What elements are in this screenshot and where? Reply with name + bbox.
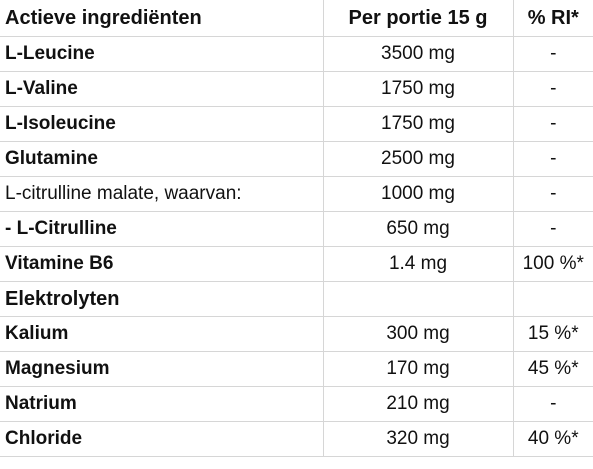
ingredient-name: Kalium — [0, 316, 324, 352]
amount-per-serving: 1750 mg — [322, 71, 514, 107]
amount-per-serving: 210 mg — [322, 386, 514, 422]
amount-per-serving — [322, 281, 514, 317]
reference-intake-percent: 45 %* — [512, 351, 593, 387]
ingredient-name: Vitamine B6 — [0, 246, 324, 282]
amount-per-serving: 1750 mg — [322, 106, 514, 142]
amount-per-serving: 650 mg — [322, 211, 514, 247]
reference-intake-percent: - — [512, 211, 593, 247]
ingredient-name: Natrium — [0, 386, 324, 422]
header-per-serving: Per portie 15 g — [322, 0, 514, 37]
section-title: Elektrolyten — [0, 281, 324, 317]
table-row: Kalium 300 mg 15 %* — [0, 316, 593, 352]
header-active-ingredients: Actieve ingrediënten — [0, 0, 324, 37]
table-row: Magnesium 170 mg 45 %* — [0, 351, 593, 387]
ingredient-name: L-Leucine — [0, 36, 324, 72]
table-row: L-Valine 1750 mg - — [0, 71, 593, 107]
reference-intake-percent: - — [512, 71, 593, 107]
table-row: Vitamine B6 1.4 mg 100 %* — [0, 246, 593, 282]
ingredient-name: Magnesium — [0, 351, 324, 387]
section-row: Elektrolyten — [0, 281, 593, 317]
amount-per-serving: 3500 mg — [322, 36, 514, 72]
ingredient-name: Glutamine — [0, 141, 324, 177]
reference-intake-percent: - — [512, 386, 593, 422]
header-row: Actieve ingrediënten Per portie 15 g % R… — [0, 0, 593, 37]
reference-intake-percent: - — [512, 36, 593, 72]
table-row: L-citrulline malate, waarvan: 1000 mg - — [0, 176, 593, 212]
table-row: Chloride 320 mg 40 %* — [0, 421, 593, 457]
table-body: L-Leucine 3500 mg - L-Valine 1750 mg - L-Isole… — [0, 36, 593, 457]
amount-per-serving: 2500 mg — [322, 141, 514, 177]
ingredient-name: Chloride — [0, 421, 324, 457]
ingredients-table: Actieve ingrediënten Per portie 15 g % R… — [0, 0, 593, 457]
reference-intake-percent: 15 %* — [512, 316, 593, 352]
table-row: L-Leucine 3500 mg - — [0, 36, 593, 72]
header-reference-intake: % RI* — [512, 0, 593, 37]
table-row: Natrium 210 mg - — [0, 386, 593, 422]
amount-per-serving: 320 mg — [322, 421, 514, 457]
table-header: Actieve ingrediënten Per portie 15 g % R… — [0, 0, 593, 37]
amount-per-serving: 170 mg — [322, 351, 514, 387]
ingredient-name: L-citrulline malate, waarvan: — [0, 176, 324, 212]
reference-intake-percent: - — [512, 141, 593, 177]
ingredient-name: L-Isoleucine — [0, 106, 324, 142]
ingredient-name: L-Valine — [0, 71, 324, 107]
reference-intake-percent — [512, 281, 593, 317]
table-row: L-Isoleucine 1750 mg - — [0, 106, 593, 142]
table-row: Glutamine 2500 mg - — [0, 141, 593, 177]
amount-per-serving: 1.4 mg — [322, 246, 514, 282]
amount-per-serving: 300 mg — [322, 316, 514, 352]
table-row: - L-Citrulline 650 mg - — [0, 211, 593, 247]
ingredient-name: - L-Citrulline — [0, 211, 324, 247]
reference-intake-percent: 40 %* — [512, 421, 593, 457]
reference-intake-percent: - — [512, 106, 593, 142]
reference-intake-percent: 100 %* — [512, 246, 593, 282]
amount-per-serving: 1000 mg — [322, 176, 514, 212]
reference-intake-percent: - — [512, 176, 593, 212]
